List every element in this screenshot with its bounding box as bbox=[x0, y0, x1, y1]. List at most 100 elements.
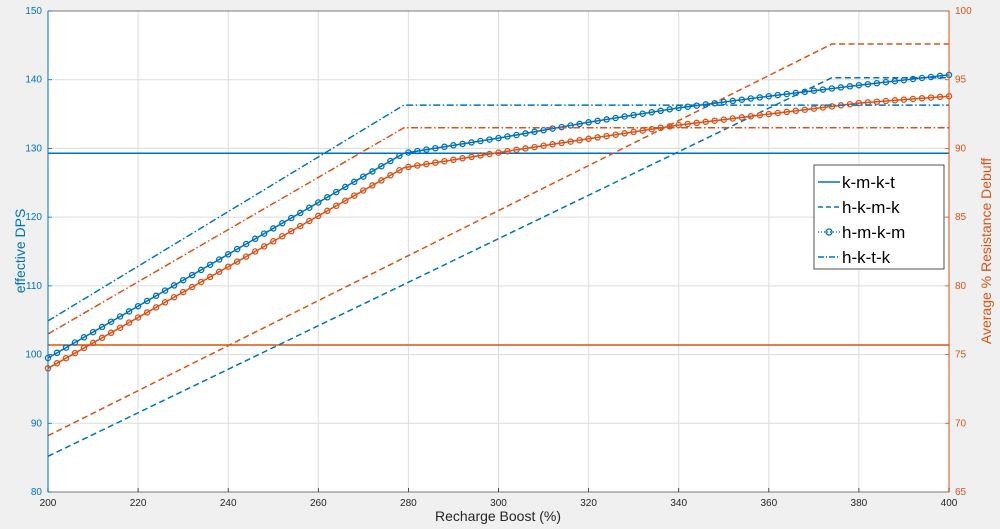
right-y-tick-label: 85 bbox=[955, 212, 967, 223]
series-marker-h-m-k-m-right bbox=[873, 98, 881, 105]
ticks: 200 220 240 260 280 300 320 340 360 380 400 80 90 100… bbox=[25, 6, 972, 509]
series-line-h-k-t-k-right bbox=[47, 127, 949, 335]
series-marker-h-m-k-m-right bbox=[297, 222, 304, 230]
series-marker-h-m-k-m-left bbox=[197, 266, 205, 274]
series-marker-h-m-k-m-left bbox=[233, 245, 241, 253]
x-tick-label: 320 bbox=[580, 498, 597, 509]
series-marker-h-m-k-m-left bbox=[918, 74, 926, 82]
series-marker-h-m-k-m-right bbox=[693, 119, 700, 127]
series-marker-h-m-k-m-right bbox=[756, 111, 764, 119]
series-marker-h-m-k-m-right bbox=[522, 145, 529, 152]
left-y-tick-label: 130 bbox=[25, 143, 42, 154]
series-marker-h-m-k-m-left bbox=[513, 131, 520, 139]
series-marker-h-m-k-m-left bbox=[405, 149, 412, 156]
series-marker-h-m-k-m-left bbox=[612, 114, 619, 122]
series-marker-h-m-k-m-left bbox=[306, 204, 313, 211]
series-marker-h-m-k-m-left bbox=[810, 87, 818, 94]
left-y-tick-label: 140 bbox=[25, 75, 42, 86]
series-marker-h-m-k-m-right bbox=[801, 106, 809, 113]
series-marker-h-m-k-m-left bbox=[270, 225, 277, 232]
series-marker-h-m-k-m-left bbox=[360, 173, 367, 180]
series-marker-h-m-k-m-right bbox=[459, 155, 466, 162]
series-marker-h-m-k-m-right bbox=[486, 150, 493, 158]
legend-marker-h-m-k-m bbox=[825, 228, 833, 236]
series-marker-h-m-k-m-left bbox=[170, 282, 178, 289]
series-marker-h-m-k-m-left bbox=[846, 83, 854, 90]
left-y-tick-label: 150 bbox=[25, 6, 42, 17]
series-marker-h-m-k-m-left bbox=[576, 120, 583, 128]
series-marker-h-m-k-m-right bbox=[441, 157, 448, 165]
series-marker-h-m-k-m-left bbox=[107, 318, 115, 325]
series-marker-h-m-k-m-right bbox=[206, 273, 214, 281]
series-marker-h-m-k-m-left bbox=[585, 119, 592, 126]
series-marker-h-m-k-m-left bbox=[206, 261, 214, 268]
series-marker-h-m-k-m-right bbox=[89, 339, 97, 347]
right-y-tick-label: 65 bbox=[955, 487, 967, 498]
series-marker-h-m-k-m-right bbox=[450, 156, 457, 164]
series-marker-h-m-k-m-left bbox=[891, 77, 899, 85]
series-marker-h-m-k-m-right bbox=[549, 141, 556, 148]
series-marker-h-m-k-m-right bbox=[378, 177, 385, 184]
series-marker-h-m-k-m-left bbox=[351, 178, 358, 186]
series-marker-h-m-k-m-right bbox=[71, 349, 79, 357]
series-marker-h-m-k-m-right bbox=[405, 163, 412, 171]
series-marker-h-m-k-m-right bbox=[188, 283, 196, 291]
series-marker-h-m-k-m-right bbox=[936, 93, 944, 101]
series-marker-h-m-k-m-right bbox=[369, 182, 376, 189]
series-marker-h-m-k-m-right bbox=[279, 232, 286, 240]
series-marker-h-m-k-m-left bbox=[486, 136, 493, 143]
series-marker-h-m-k-m-right bbox=[774, 109, 782, 117]
left-y-tick-label: 110 bbox=[26, 281, 42, 292]
left-y-tick-label: 90 bbox=[31, 418, 43, 429]
series-marker-h-m-k-m-left bbox=[927, 73, 935, 81]
series-marker-h-m-k-m-right bbox=[747, 113, 755, 120]
series-marker-h-m-k-m-left bbox=[495, 134, 502, 142]
left-y-tick-label: 100 bbox=[25, 350, 42, 361]
series-marker-h-m-k-m-left bbox=[522, 130, 529, 137]
series-marker-h-m-k-m-left bbox=[161, 287, 169, 294]
series-marker-h-m-k-m-right bbox=[324, 207, 331, 215]
series-marker-h-m-k-m-left bbox=[837, 84, 845, 91]
series-marker-h-m-k-m-right bbox=[270, 238, 277, 245]
series-marker-h-m-k-m-right bbox=[306, 217, 313, 225]
series-marker-h-m-k-m-left bbox=[684, 103, 691, 110]
series-marker-h-m-k-m-right bbox=[215, 268, 223, 276]
series-marker-h-m-k-m-left bbox=[738, 96, 746, 103]
series-marker-h-m-k-m-right bbox=[819, 104, 827, 111]
series-line-h-k-m-k-right bbox=[47, 43, 949, 437]
series-marker-h-m-k-m-right bbox=[792, 107, 800, 115]
series-marker-h-m-k-m-left bbox=[62, 344, 70, 351]
series-marker-h-m-k-m-right bbox=[513, 146, 520, 154]
series-marker-h-m-k-m-right bbox=[197, 278, 205, 286]
series-marker-h-m-k-m-right bbox=[288, 227, 295, 235]
series-marker-h-m-k-m-left bbox=[936, 72, 944, 80]
series-marker-h-m-k-m-left bbox=[116, 313, 124, 320]
legend-label-h-m-k-m: h-m-k-m bbox=[842, 223, 905, 242]
series-marker-h-m-k-m-left bbox=[909, 75, 917, 83]
series-marker-h-m-k-m-right bbox=[531, 143, 538, 151]
series-marker-h-m-k-m-left bbox=[143, 297, 151, 305]
series-marker-h-m-k-m-right bbox=[161, 299, 169, 306]
x-tick-label: 300 bbox=[490, 498, 507, 509]
series-marker-h-m-k-m-left bbox=[423, 146, 430, 153]
series-marker-h-m-k-m-left bbox=[387, 157, 394, 165]
x-axis-label: Recharge Boost (%) bbox=[435, 508, 561, 524]
series-marker-h-m-k-m-left bbox=[864, 80, 872, 88]
series-marker-h-m-k-m-right bbox=[711, 117, 718, 124]
right-y-axis-label: Average % Resistance Debuff bbox=[978, 158, 994, 344]
x-tick-label: 240 bbox=[220, 498, 237, 509]
right-y-tick-label: 80 bbox=[955, 281, 967, 292]
x-tick-label: 220 bbox=[130, 498, 147, 509]
series-marker-h-m-k-m-right bbox=[675, 121, 682, 129]
series-marker-h-m-k-m-left bbox=[324, 194, 331, 201]
series-marker-h-m-k-m-right bbox=[900, 96, 908, 103]
series-marker-h-m-k-m-right bbox=[882, 97, 890, 105]
series-marker-h-m-k-m-left bbox=[567, 122, 574, 129]
x-tick-label: 200 bbox=[40, 498, 57, 509]
series-marker-h-m-k-m-right bbox=[810, 105, 818, 112]
series-marker-h-m-k-m-left bbox=[215, 256, 223, 263]
series-marker-h-m-k-m-right bbox=[170, 293, 178, 301]
legend-label-h-k-t-k: h-k-t-k bbox=[842, 248, 891, 267]
series-marker-h-m-k-m-right bbox=[224, 263, 232, 270]
series-marker-h-m-k-m-left bbox=[531, 128, 538, 136]
